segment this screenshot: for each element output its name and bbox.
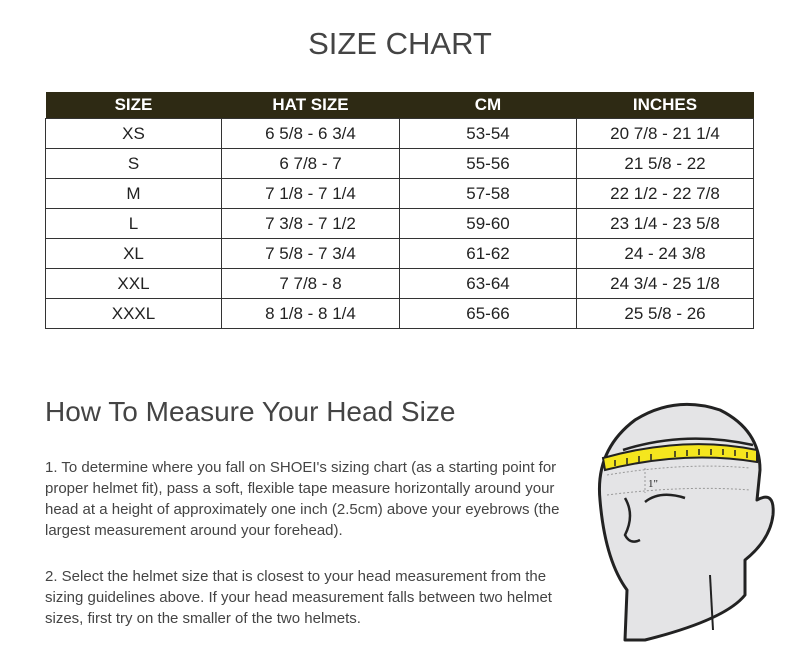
header-size: SIZE	[45, 92, 222, 119]
page-title: SIZE CHART	[308, 26, 492, 61]
table-row: XS 6 5/8 - 6 3/4 53-54 20 7/8 - 21 1/4	[45, 118, 754, 149]
cell-hat-size: 7 7/8 - 8	[221, 268, 400, 299]
cell-inches: 24 3/4 - 25 1/8	[576, 268, 754, 299]
cell-cm: 57-58	[399, 178, 577, 209]
instruction-step-1: 1. To determine where you fall on SHOEI'…	[45, 459, 560, 539]
cell-size: XXL	[45, 268, 222, 299]
table-header-row: SIZE HAT SIZE CM INCHES	[45, 92, 754, 119]
cell-inches: 21 5/8 - 22	[576, 148, 754, 179]
cell-hat-size: 6 5/8 - 6 3/4	[221, 118, 400, 149]
cell-hat-size: 6 7/8 - 7	[221, 148, 400, 179]
cell-cm: 65-66	[399, 298, 577, 329]
header-hat-size: HAT SIZE	[221, 92, 400, 119]
header-inches: INCHES	[576, 92, 754, 119]
cell-hat-size: 7 3/8 - 7 1/2	[221, 208, 400, 239]
cell-size: XXXL	[45, 298, 222, 329]
cell-hat-size: 8 1/8 - 8 1/4	[221, 298, 400, 329]
cell-inches: 23 1/4 - 23 5/8	[576, 208, 754, 239]
cell-inches: 25 5/8 - 26	[576, 298, 754, 329]
cell-cm: 55-56	[399, 148, 577, 179]
one-inch-label: 1"	[648, 478, 658, 490]
table-row: XL 7 5/8 - 7 3/4 61-62 24 - 24 3/8	[45, 238, 754, 269]
cell-inches: 22 1/2 - 22 7/8	[576, 178, 754, 209]
cell-cm: 53-54	[399, 118, 577, 149]
cell-size: S	[45, 148, 222, 179]
cell-size: XL	[45, 238, 222, 269]
cell-inches: 24 - 24 3/8	[576, 238, 754, 269]
cell-hat-size: 7 1/8 - 7 1/4	[221, 178, 400, 209]
instruction-step-2: 2. Select the helmet size that is closes…	[45, 568, 552, 627]
header-cm: CM	[399, 92, 577, 119]
cell-size: L	[45, 208, 222, 239]
cell-cm: 59-60	[399, 208, 577, 239]
section-heading: How To Measure Your Head Size	[45, 396, 456, 427]
cell-hat-size: 7 5/8 - 7 3/4	[221, 238, 400, 269]
cell-inches: 20 7/8 - 21 1/4	[576, 118, 754, 149]
cell-size: XS	[45, 118, 222, 149]
head-measurement-illustration: 1"	[597, 402, 775, 642]
cell-cm: 63-64	[399, 268, 577, 299]
table-row: XXL 7 7/8 - 8 63-64 24 3/4 - 25 1/8	[45, 268, 754, 299]
table-row: XXXL 8 1/8 - 8 1/4 65-66 25 5/8 - 26	[45, 298, 754, 329]
cell-size: M	[45, 178, 222, 209]
cell-cm: 61-62	[399, 238, 577, 269]
size-chart-table: SIZE HAT SIZE CM INCHES XS 6 5/8 - 6 3/4 5…	[45, 92, 754, 329]
